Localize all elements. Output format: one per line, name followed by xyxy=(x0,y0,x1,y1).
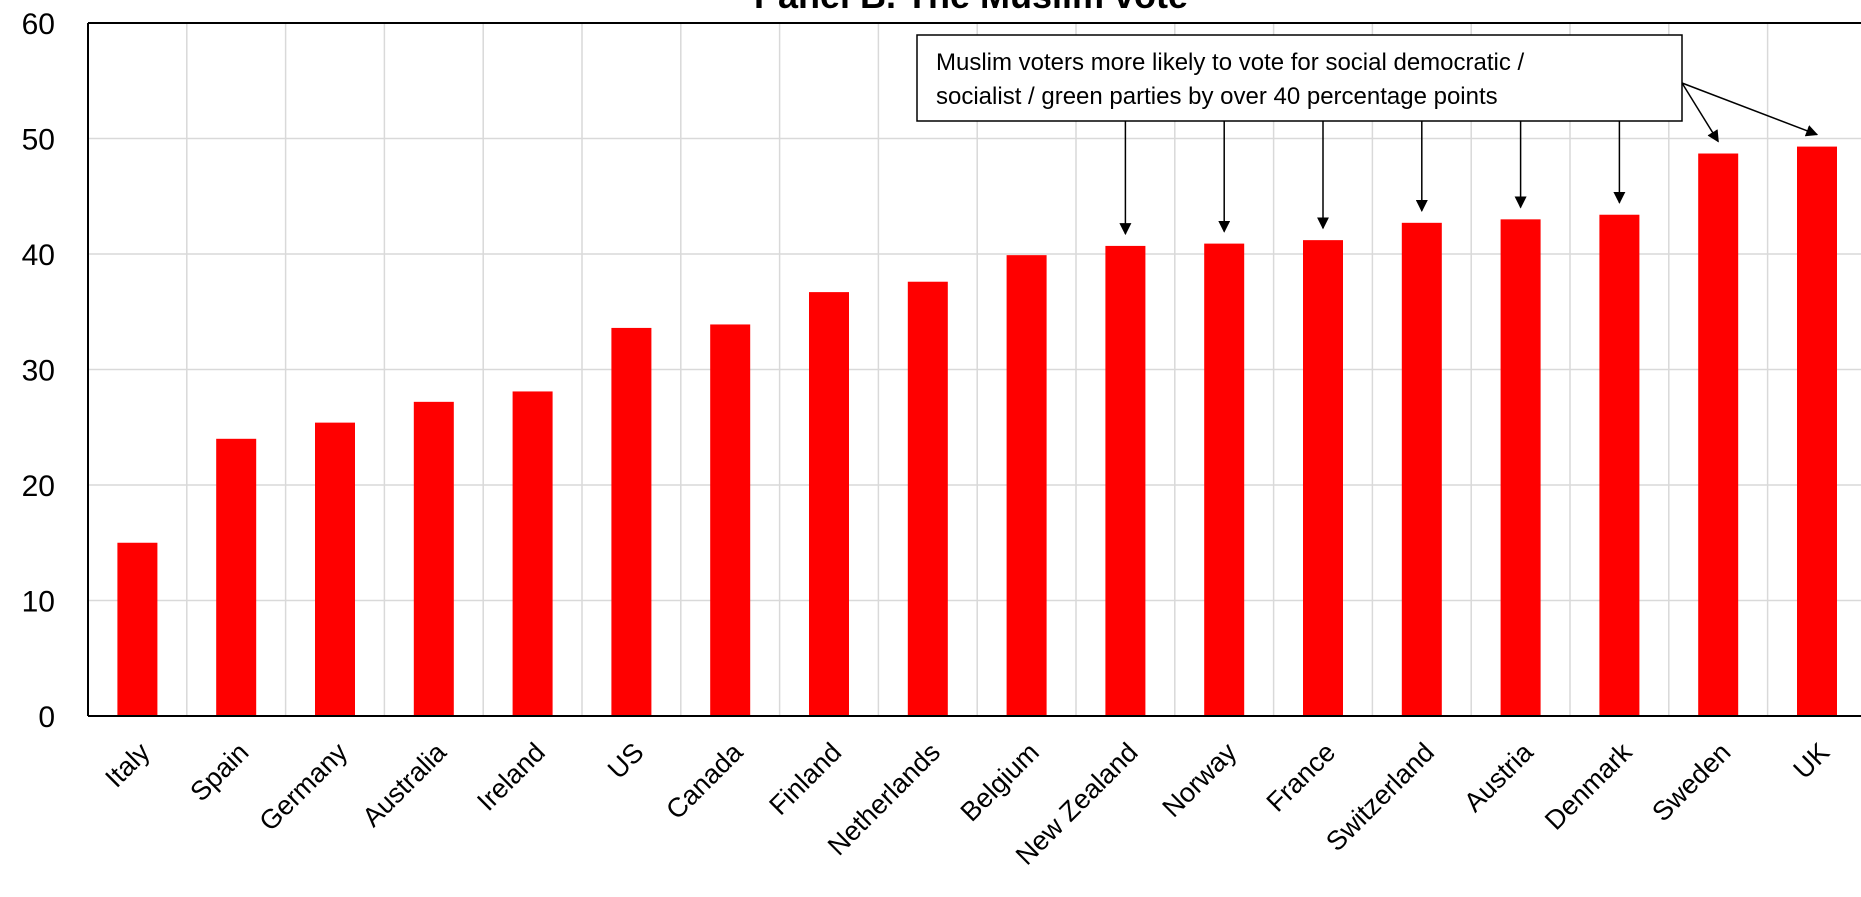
y-tick-label: 0 xyxy=(38,701,55,734)
bar-australia xyxy=(413,401,454,716)
y-tick-label: 50 xyxy=(22,124,55,157)
annotation: Muslim voters more likely to vote for so… xyxy=(916,34,1819,236)
x-tick-label: US xyxy=(602,737,650,785)
bar-us xyxy=(611,327,652,716)
bar-uk xyxy=(1797,146,1837,716)
x-tick-label: UK xyxy=(1788,737,1836,785)
x-tick-label: Austria xyxy=(1458,736,1539,817)
bar-germany xyxy=(315,422,355,716)
x-tick-label: Belgium xyxy=(955,737,1045,827)
bar-finland xyxy=(809,292,849,716)
annotation-line-1: Muslim voters more likely to vote for so… xyxy=(936,49,1525,76)
bar-france xyxy=(1303,240,1343,716)
bar-new-zealand xyxy=(1105,245,1146,717)
y-tick-label: 40 xyxy=(22,239,55,272)
x-tick-label: Canada xyxy=(660,736,749,825)
annotation-arrow xyxy=(1681,82,1819,137)
bar-austria xyxy=(1500,219,1541,716)
bars xyxy=(117,146,1837,717)
y-tick-labels: 0 10 20 30 40 50 60 xyxy=(22,8,55,734)
bar-switzerland xyxy=(1401,222,1442,716)
x-tick-label: Finland xyxy=(763,737,847,821)
annotation-box xyxy=(916,34,1683,122)
bar-denmark xyxy=(1599,214,1640,717)
x-tick-label: Spain xyxy=(184,737,254,807)
bar-belgium xyxy=(1006,255,1047,716)
bar-netherlands xyxy=(907,281,948,716)
bar-ireland xyxy=(512,391,553,716)
x-tick-label: Australia xyxy=(357,736,453,832)
chart-title: Panel B. The Muslim vote xyxy=(754,0,1188,16)
bar-sweden xyxy=(1698,153,1739,716)
x-tick-label: Sweden xyxy=(1646,737,1736,827)
annotation-line-2: socialist / green parties by over 40 per… xyxy=(936,83,1498,110)
x-tick-label: Norway xyxy=(1157,737,1243,823)
bar-canada xyxy=(710,324,751,716)
x-tick-label: Denmark xyxy=(1539,737,1638,836)
x-tick-label: Italy xyxy=(99,737,156,794)
y-tick-label: 20 xyxy=(22,470,55,503)
y-tick-label: 10 xyxy=(22,586,55,619)
y-tick-label: 30 xyxy=(22,355,55,388)
x-tick-label: Ireland xyxy=(471,737,551,817)
y-tick-label: 60 xyxy=(22,8,55,41)
bar-norway xyxy=(1204,243,1245,717)
bar-italy xyxy=(117,542,158,716)
axes xyxy=(87,22,1861,717)
annotation-arrow xyxy=(1681,82,1719,143)
x-tick-label: Switzerland xyxy=(1320,737,1440,857)
x-tick-label: France xyxy=(1261,737,1342,818)
x-tick-label: Germany xyxy=(254,737,354,837)
x-tick-labels: Italy Spain Germany Australia Ireland US Canad… xyxy=(99,736,1835,870)
bar-spain xyxy=(216,438,257,716)
